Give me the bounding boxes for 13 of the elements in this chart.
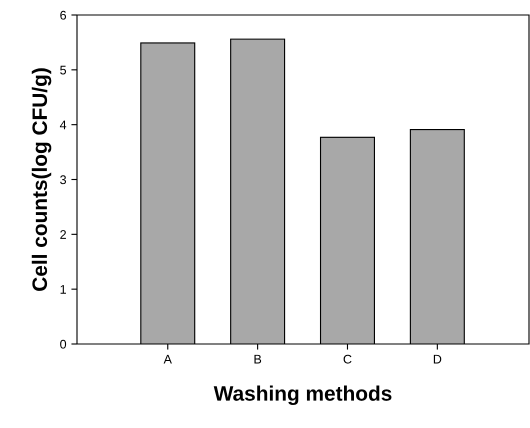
x-tick-label: D	[434, 354, 442, 364]
x-axis-title: Washing methods	[214, 386, 392, 406]
x-tick-label: C	[344, 354, 352, 364]
y-tick-label: 5	[60, 66, 66, 74]
y-tick-label: 1	[60, 285, 66, 294]
x-tick-label: A	[164, 354, 172, 364]
x-tick-label: B	[254, 354, 262, 364]
y-axis-title: Cell counts(log CFU/g)	[32, 68, 52, 291]
y-tick-label: 3	[60, 175, 66, 184]
y-tick-label: 6	[60, 10, 66, 20]
y-tick-label: 2	[60, 230, 66, 239]
y-tick-label: 0	[60, 340, 66, 349]
y-tick-label: 4	[60, 120, 66, 130]
